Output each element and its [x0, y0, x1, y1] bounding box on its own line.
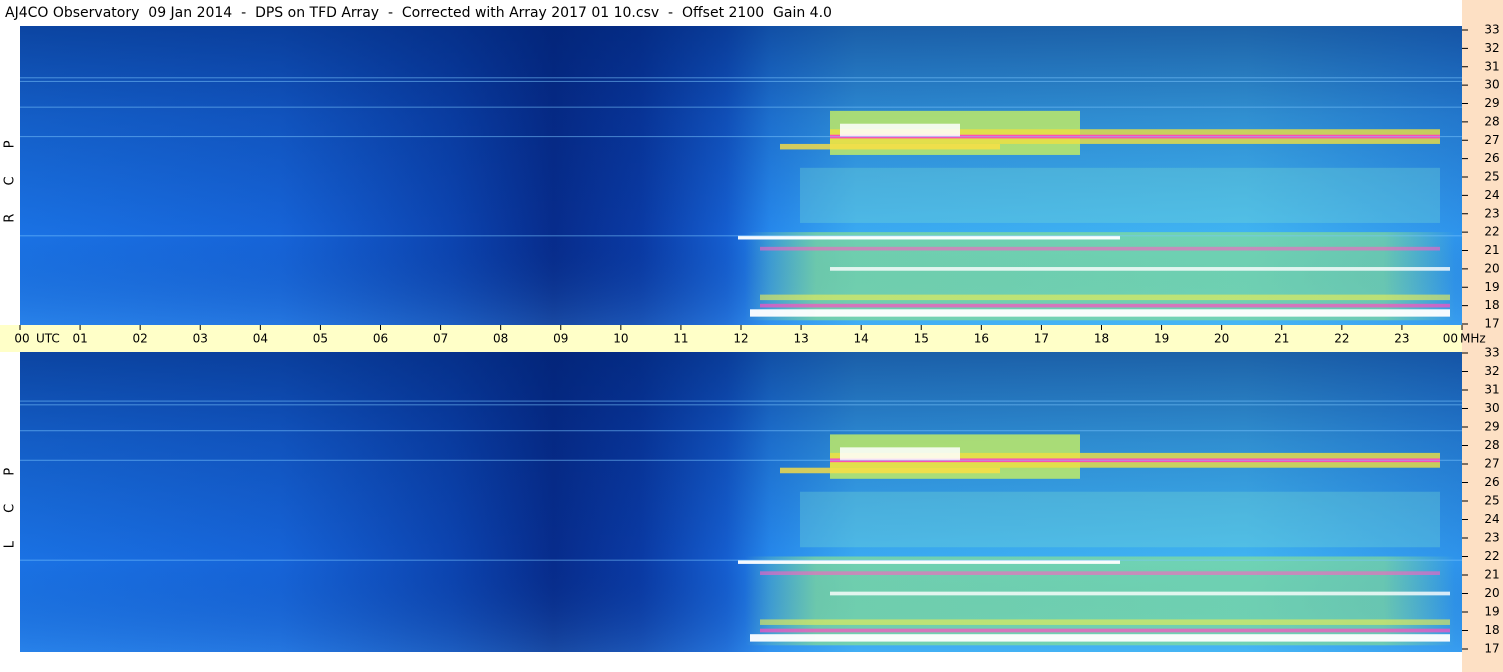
emission-band — [738, 560, 1120, 564]
emission-band — [20, 136, 1462, 138]
emission-band — [760, 571, 1440, 575]
x-tick-label: 02 — [133, 332, 148, 346]
y-tick-label: 23 — [1484, 531, 1499, 545]
y-tick-label: 23 — [1484, 206, 1499, 220]
x-tick-label: 07 — [433, 332, 448, 346]
emission-band — [20, 235, 1462, 237]
emission-band — [800, 491, 1440, 548]
emission-band — [750, 634, 1450, 642]
emission-band — [800, 167, 1440, 223]
y-tick-label: 27 — [1484, 133, 1499, 147]
y-tick-label: 25 — [1484, 494, 1499, 508]
y-tick-label: 31 — [1484, 59, 1499, 73]
emission-band — [840, 123, 960, 137]
y-axis-label: MHz — [1460, 332, 1486, 346]
y-tick-label: 24 — [1484, 188, 1499, 202]
y-tick-label: 17 — [1484, 317, 1499, 331]
emission-band — [760, 294, 1450, 301]
chart-title: AJ4CO Observatory 09 Jan 2014 - DPS on T… — [5, 5, 832, 21]
spectrogram — [20, 352, 1462, 652]
x-tick-label: 09 — [553, 332, 568, 346]
y-tick-label: 26 — [1484, 475, 1499, 489]
emission-band — [20, 106, 1462, 108]
x-tick-label: 13 — [793, 332, 808, 346]
x-tick-label: 00 — [14, 332, 29, 346]
x-tick-label: 16 — [974, 332, 989, 346]
emission-band — [830, 591, 1450, 596]
y-tick-label: 32 — [1484, 41, 1499, 55]
emission-band — [20, 459, 1462, 461]
emission-band — [750, 309, 1450, 317]
y-tick-label: 19 — [1484, 605, 1499, 619]
time-strip — [0, 325, 1462, 352]
x-tick-label: 06 — [373, 332, 388, 346]
emission-band — [840, 447, 960, 461]
emission-band — [738, 235, 1120, 240]
y-tick-label: 26 — [1484, 151, 1499, 165]
emission-band — [760, 628, 1450, 633]
y-tick-label: 33 — [1484, 346, 1499, 360]
emission-band — [20, 559, 1462, 561]
x-tick-label: 10 — [613, 332, 628, 346]
y-tick-label: 29 — [1484, 420, 1499, 434]
y-tick-label: 29 — [1484, 96, 1499, 110]
y-tick-label: 20 — [1484, 261, 1499, 275]
x-tick-label: 17 — [1034, 332, 1049, 346]
emission-band — [780, 143, 1000, 150]
y-tick-label: 18 — [1484, 298, 1499, 312]
x-tick-label: 23 — [1394, 332, 1409, 346]
emission-band — [20, 430, 1462, 432]
y-tick-label: 20 — [1484, 586, 1499, 600]
y-tick-label: 25 — [1484, 170, 1499, 184]
y-tick-label: 32 — [1484, 364, 1499, 378]
x-tick-label: 21 — [1274, 332, 1289, 346]
panel-label: R C P — [3, 128, 18, 222]
y-tick-label: 24 — [1484, 512, 1499, 526]
x-tick-label: 01 — [72, 332, 87, 346]
emission-band — [830, 267, 1450, 271]
emission-band — [20, 80, 1462, 83]
emission-band — [760, 619, 1450, 625]
y-tick-label: 21 — [1484, 243, 1499, 257]
y-tick-label: 19 — [1484, 280, 1499, 294]
y-tick-label: 22 — [1484, 549, 1499, 563]
emission-band — [760, 246, 1440, 251]
y-tick-label: 18 — [1484, 623, 1499, 637]
y-tick-label: 27 — [1484, 457, 1499, 471]
y-tick-label: 17 — [1484, 642, 1499, 656]
x-tick-label: 11 — [673, 332, 688, 346]
y-tick-label: 28 — [1484, 114, 1499, 128]
emission-band — [780, 467, 1000, 474]
x-tick-label: 05 — [313, 332, 328, 346]
y-tick-label: 22 — [1484, 225, 1499, 239]
x-tick-label: 00 — [1443, 332, 1458, 346]
y-tick-label: 31 — [1484, 383, 1499, 397]
emission-band — [760, 303, 1450, 308]
axis-strip — [1462, 0, 1503, 672]
x-tick-label: 03 — [193, 332, 208, 346]
x-tick-label: 12 — [733, 332, 748, 346]
x-tick-label: 20 — [1214, 332, 1229, 346]
emission-band — [20, 400, 1462, 402]
y-tick-label: 28 — [1484, 438, 1499, 452]
y-tick-label: 30 — [1484, 78, 1499, 92]
panel-label: L C P — [3, 456, 18, 548]
x-tick-label: 14 — [854, 332, 869, 346]
x-tick-label: 18 — [1094, 332, 1109, 346]
x-tick-label: 08 — [493, 332, 508, 346]
x-tick-label: 19 — [1154, 332, 1169, 346]
emission-band — [20, 404, 1462, 406]
x-tick-label: 22 — [1334, 332, 1349, 346]
y-tick-label: 21 — [1484, 568, 1499, 582]
emission-band — [20, 77, 1462, 79]
x-tick-label: 15 — [914, 332, 929, 346]
y-tick-label: 33 — [1484, 23, 1499, 37]
y-tick-label: 30 — [1484, 401, 1499, 415]
x-tick-label: 04 — [253, 332, 268, 346]
x-axis-label: UTC — [36, 332, 60, 346]
spectrogram — [20, 26, 1462, 325]
